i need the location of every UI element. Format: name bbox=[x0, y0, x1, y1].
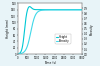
Legend: Height, Porosity: Height, Porosity bbox=[55, 34, 70, 44]
X-axis label: Time (s): Time (s) bbox=[44, 61, 56, 65]
Y-axis label: Height (mm): Height (mm) bbox=[6, 19, 10, 38]
Y-axis label: Porosity: Porosity bbox=[89, 23, 93, 35]
